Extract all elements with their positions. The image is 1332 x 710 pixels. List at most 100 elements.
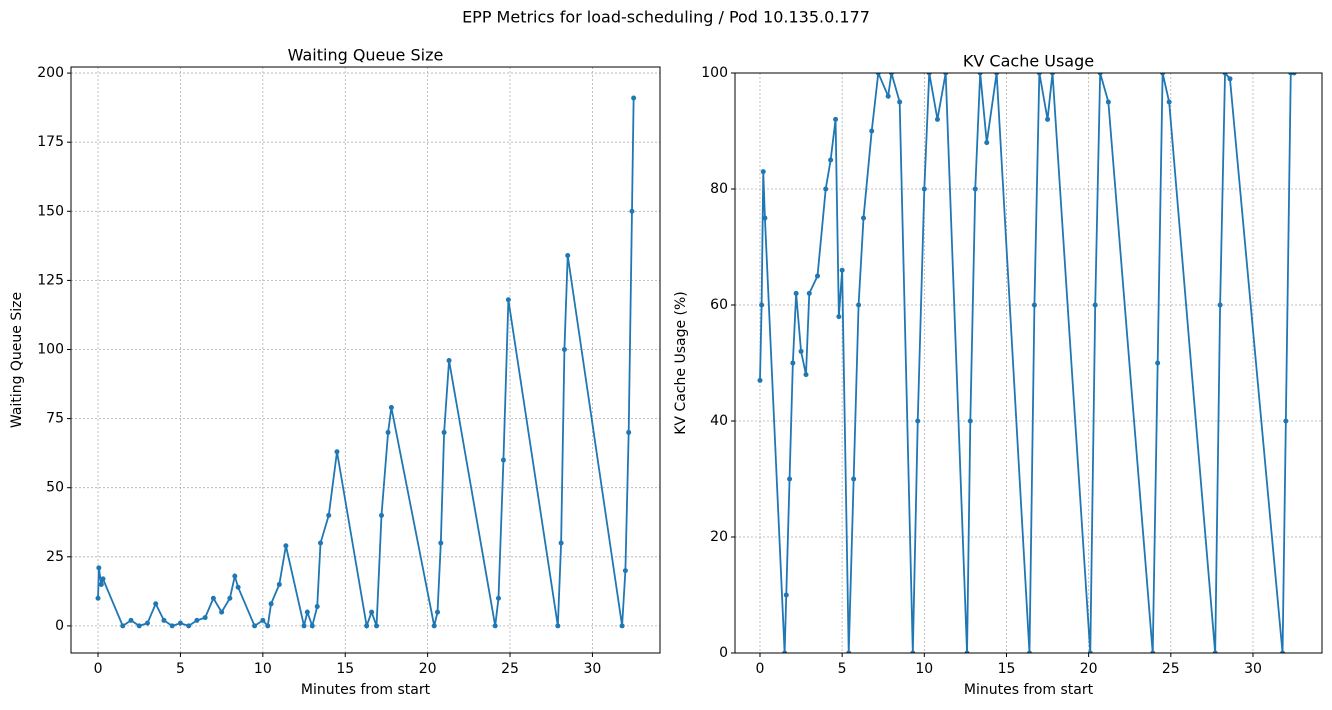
data-point [1212, 650, 1218, 653]
data-point [136, 623, 142, 629]
data-point [265, 623, 271, 629]
data-point [169, 623, 175, 629]
data-point [1291, 73, 1297, 76]
x-tick-label: 10 [915, 661, 933, 677]
data-point [921, 186, 927, 192]
data-point [186, 623, 192, 629]
data-point [856, 302, 862, 308]
data-point [210, 595, 216, 601]
data-point [438, 540, 444, 546]
x-tick-label: 30 [584, 661, 602, 677]
data-point [492, 623, 498, 629]
data-point [977, 73, 983, 76]
data-point [435, 609, 441, 615]
data-point [500, 457, 506, 463]
data-point [1222, 73, 1228, 76]
y-tick-label: 20 [710, 529, 728, 545]
data-point [934, 116, 940, 122]
data-point [885, 93, 891, 99]
data-point [790, 360, 796, 366]
data-point [219, 609, 225, 615]
data-point [565, 253, 571, 259]
data-line [97, 97, 635, 630]
data-point [782, 650, 788, 653]
axes-frame [70, 66, 661, 654]
data-point [283, 543, 289, 549]
data-point [762, 215, 768, 221]
data-point [431, 623, 437, 629]
data-point [851, 476, 857, 482]
figure-title: EPP Metrics for load-scheduling / Pod 10… [462, 8, 870, 27]
data-point [495, 595, 501, 601]
data-point [334, 449, 340, 455]
data-point [153, 601, 159, 607]
data-point [846, 650, 852, 653]
data-point [967, 418, 973, 424]
data-point [626, 429, 632, 435]
y-tick-label: 125 [37, 272, 64, 288]
data-point [793, 290, 799, 296]
y-tick-label: 0 [719, 645, 728, 661]
data-point [301, 623, 307, 629]
data-point [1160, 73, 1166, 76]
data-point [235, 584, 241, 590]
data-point [374, 623, 380, 629]
data-point [177, 620, 183, 626]
data-point [1150, 650, 1156, 653]
data-point [98, 581, 104, 587]
plot-area [95, 95, 637, 630]
data-point [994, 73, 1000, 76]
data-point [1166, 99, 1172, 105]
x-axis-label: Minutes from start [964, 682, 1094, 698]
data-point [276, 581, 282, 587]
x-tick-label: 20 [419, 661, 437, 677]
y-tick-label: 200 [37, 65, 64, 81]
data-point [1227, 76, 1233, 82]
data-point [943, 73, 949, 76]
data-point [194, 617, 200, 623]
data-point [304, 609, 310, 615]
data-point [783, 592, 789, 598]
axes-title: Waiting Queue Size [288, 46, 444, 65]
data-point [1155, 360, 1161, 366]
plot-area [757, 73, 1297, 653]
data-point [100, 576, 106, 582]
data-point [1280, 650, 1286, 653]
data-point [861, 215, 867, 221]
data-point [1097, 73, 1103, 76]
data-point [1087, 650, 1093, 653]
data-point [964, 650, 970, 653]
x-tick-label: 0 [756, 661, 765, 677]
data-point [1026, 650, 1032, 653]
data-point [806, 290, 812, 296]
data-point [1105, 99, 1111, 105]
data-point [910, 650, 916, 653]
data-point [268, 601, 274, 607]
data-point [787, 476, 793, 482]
data-point [388, 405, 394, 411]
x-tick-label: 15 [336, 661, 354, 677]
data-point [915, 418, 921, 424]
data-point [202, 615, 208, 621]
data-point [1092, 302, 1098, 308]
data-point [619, 623, 625, 629]
data-point [622, 568, 628, 574]
data-point [828, 157, 834, 163]
y-tick-label: 40 [710, 413, 728, 429]
data-point [972, 186, 978, 192]
data-point [1036, 73, 1042, 76]
data-point [888, 73, 894, 76]
x-tick-label: 5 [838, 661, 847, 677]
data-point [505, 297, 511, 303]
data-point [96, 565, 102, 571]
y-tick-label: 150 [37, 203, 64, 219]
y-tick-label: 100 [37, 341, 64, 357]
data-point [759, 302, 765, 308]
y-axis-label: KV Cache Usage (%) [673, 291, 689, 435]
data-point [441, 429, 447, 435]
data-point [326, 512, 332, 518]
y-tick-label: 25 [46, 549, 64, 565]
data-point [897, 99, 903, 105]
data-point [798, 348, 804, 354]
